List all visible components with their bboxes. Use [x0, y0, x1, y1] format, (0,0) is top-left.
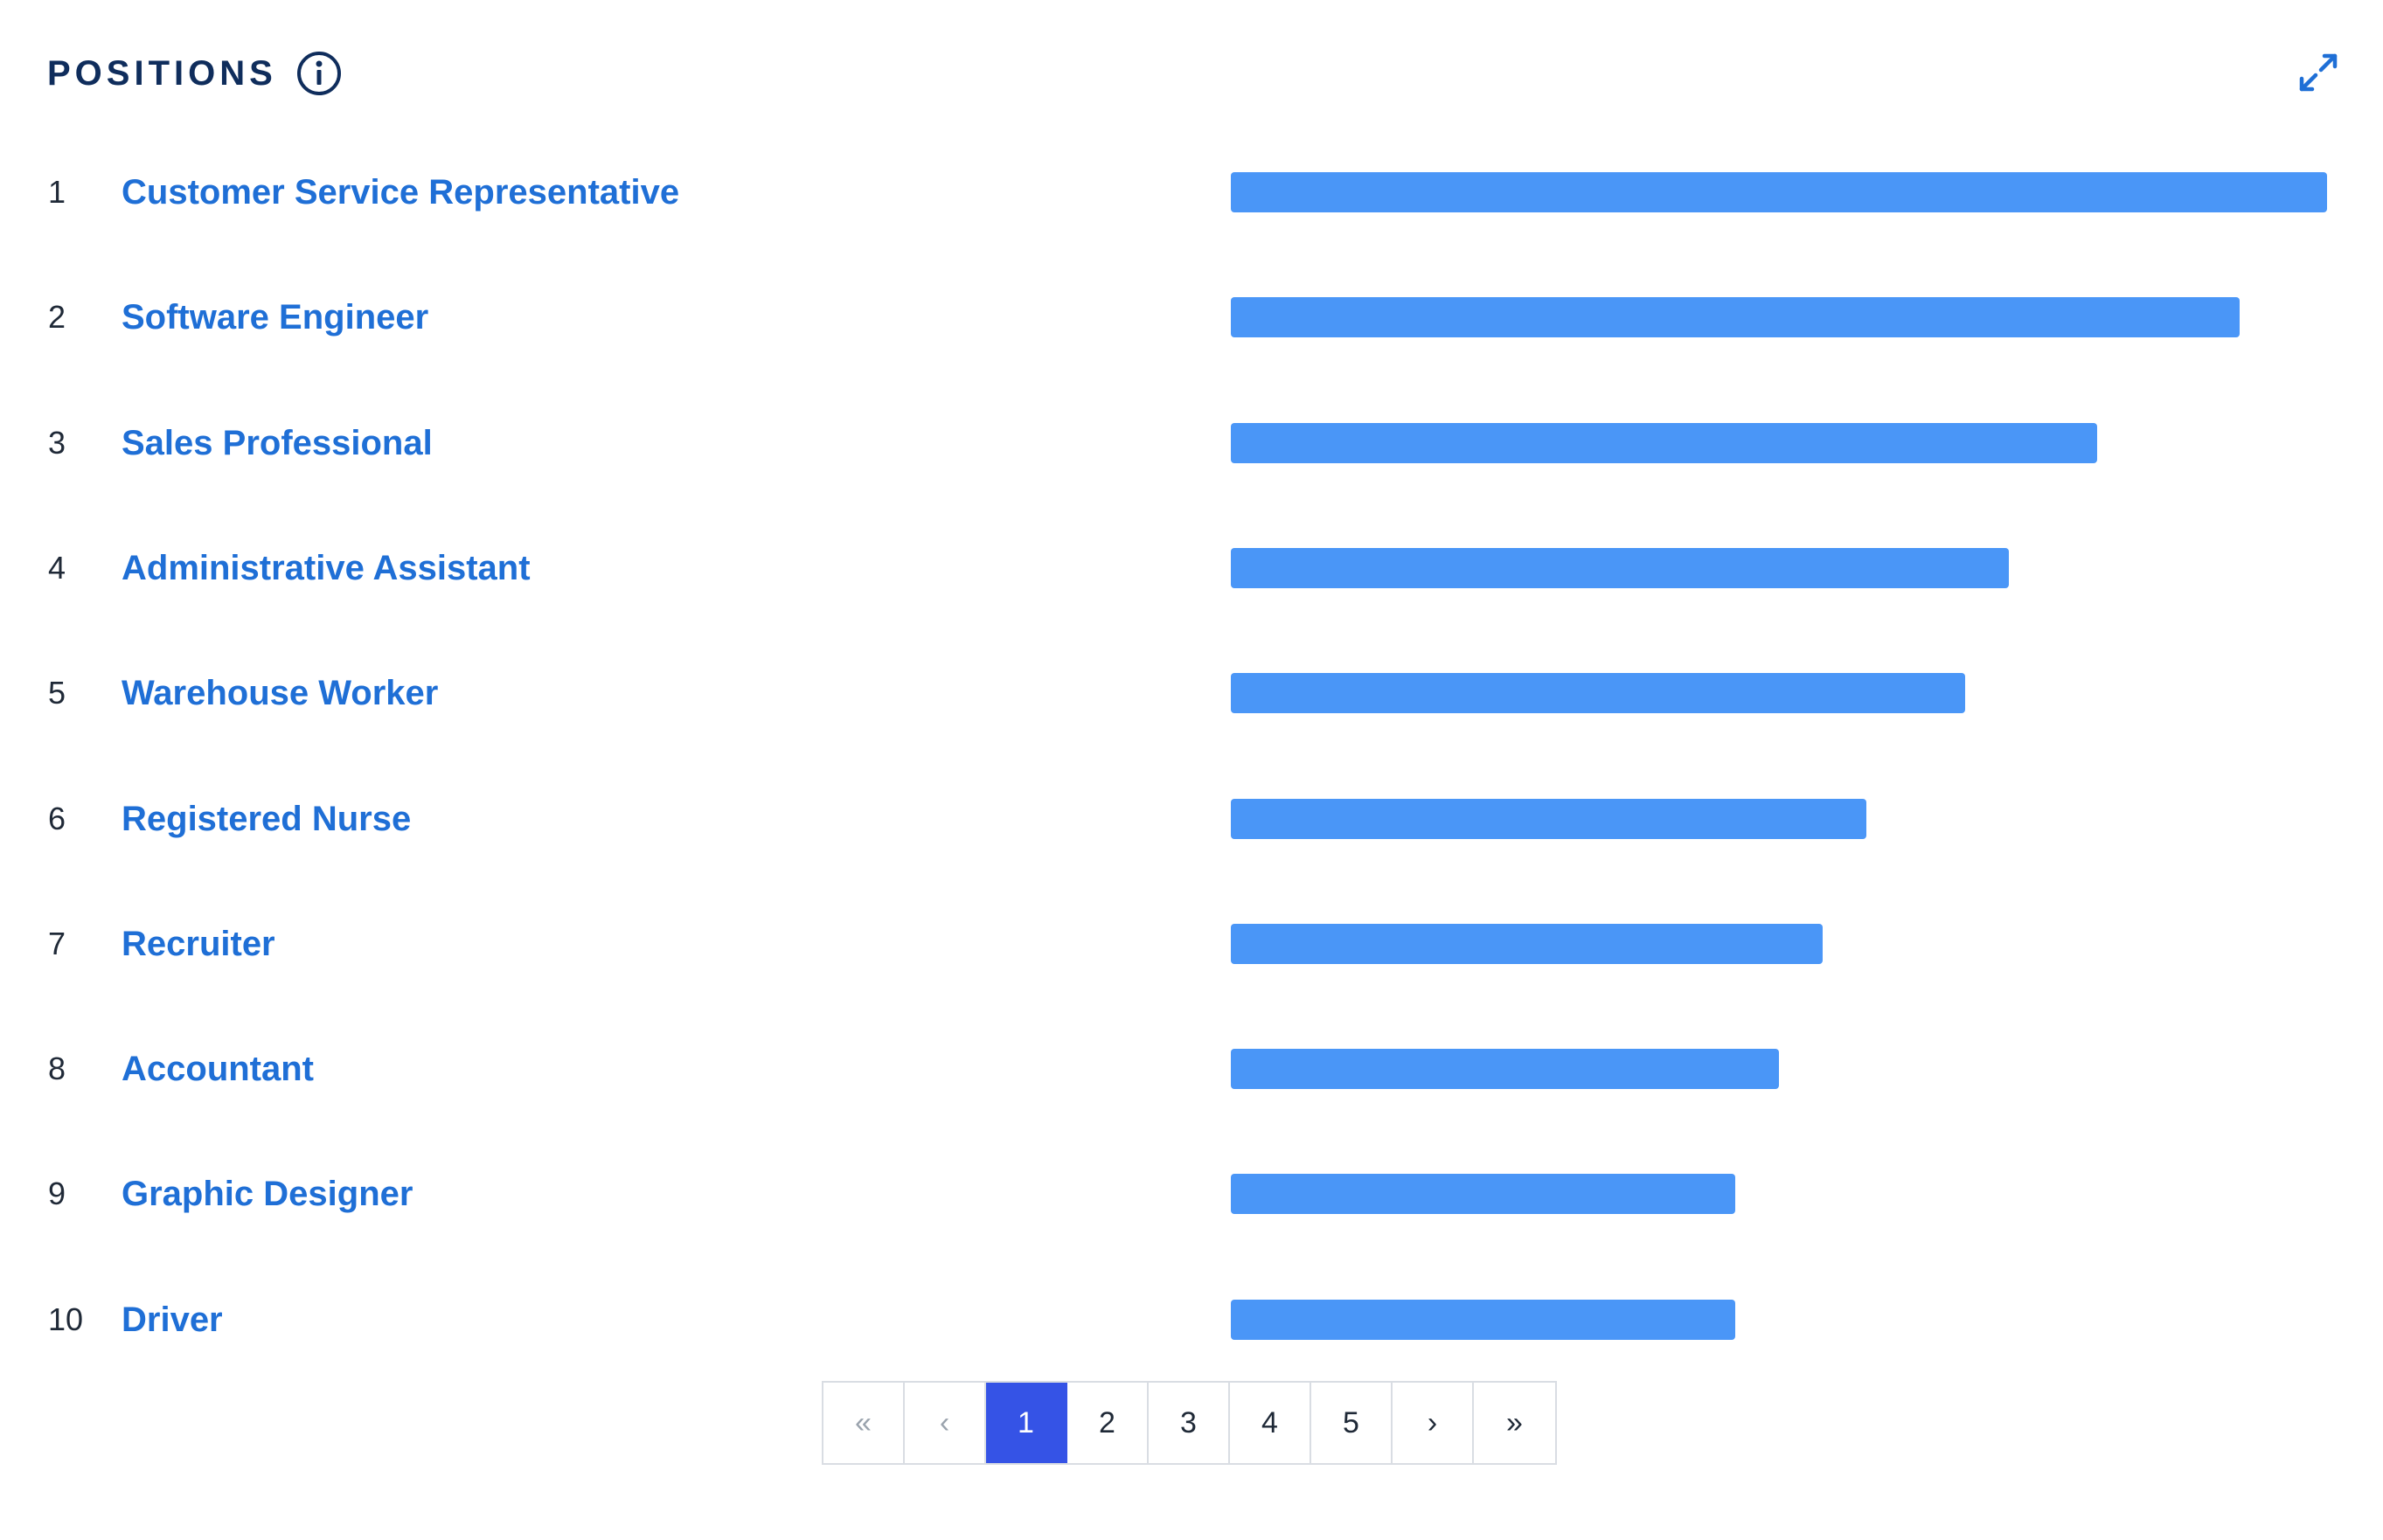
position-bar-track [1231, 1049, 2327, 1089]
info-circle-icon[interactable] [296, 51, 342, 96]
position-bar [1231, 924, 1823, 964]
position-name-link[interactable]: Accountant [122, 1050, 314, 1088]
position-bar-track [1231, 423, 2327, 463]
position-bar [1231, 172, 2327, 212]
position-rank: 8 [48, 1051, 66, 1086]
position-row: 1 Customer Service Representative [0, 157, 2383, 227]
position-rank: 6 [48, 801, 66, 836]
position-rank: 3 [48, 425, 66, 461]
position-bar-track [1231, 548, 2327, 588]
position-name-link[interactable]: Recruiter [122, 925, 275, 963]
last-page-button[interactable]: » [1474, 1383, 1555, 1463]
position-row: 8 Accountant [0, 1034, 2383, 1104]
expand-arrows-icon[interactable] [2295, 49, 2342, 96]
position-bar [1231, 673, 1965, 713]
position-row: 5 Warehouse Worker [0, 658, 2383, 728]
widget-title: POSITIONS [47, 53, 277, 93]
page-button-4[interactable]: 4 [1230, 1383, 1311, 1463]
position-row: 7 Recruiter [0, 909, 2383, 979]
position-row: 3 Sales Professional [0, 408, 2383, 478]
position-bar [1231, 1300, 1735, 1340]
position-name-link[interactable]: Driver [122, 1301, 223, 1339]
position-bar-track [1231, 172, 2327, 212]
position-bar [1231, 1049, 1779, 1089]
widget-header: POSITIONS [47, 45, 342, 101]
page-button-3[interactable]: 3 [1149, 1383, 1230, 1463]
position-row: 6 Registered Nurse [0, 784, 2383, 854]
first-page-button[interactable]: « [823, 1383, 905, 1463]
position-name-link[interactable]: Registered Nurse [122, 800, 412, 838]
next-page-button[interactable]: › [1393, 1383, 1474, 1463]
position-name-link[interactable]: Sales Professional [122, 424, 433, 462]
position-bar [1231, 1174, 1735, 1214]
position-rank: 10 [48, 1301, 84, 1337]
position-row: 2 Software Engineer [0, 282, 2383, 352]
page-button-5[interactable]: 5 [1311, 1383, 1393, 1463]
position-bar-track [1231, 297, 2327, 337]
position-row: 10 Driver [0, 1285, 2383, 1355]
position-rank: 9 [48, 1176, 66, 1211]
position-name-link[interactable]: Warehouse Worker [122, 674, 439, 712]
position-bar [1231, 799, 1866, 839]
position-rank: 5 [48, 675, 66, 711]
position-rank: 1 [48, 174, 66, 210]
page-button-2[interactable]: 2 [1067, 1383, 1149, 1463]
position-bar [1231, 423, 2097, 463]
pagination: « ‹ 1 2 3 4 5 › » [822, 1381, 1557, 1465]
position-row: 9 Graphic Designer [0, 1159, 2383, 1229]
position-rank: 7 [48, 926, 66, 961]
position-bar [1231, 548, 2009, 588]
position-bar-track [1231, 673, 2327, 713]
position-name-link[interactable]: Administrative Assistant [122, 549, 531, 587]
position-bar-track [1231, 1174, 2327, 1214]
position-bar-track [1231, 799, 2327, 839]
position-bar [1231, 297, 2240, 337]
position-name-link[interactable]: Customer Service Representative [122, 173, 680, 212]
previous-page-button[interactable]: ‹ [905, 1383, 986, 1463]
position-name-link[interactable]: Graphic Designer [122, 1175, 413, 1213]
page-button-1[interactable]: 1 [986, 1383, 1067, 1463]
position-row: 4 Administrative Assistant [0, 533, 2383, 603]
position-rank: 4 [48, 550, 66, 586]
position-rank: 2 [48, 299, 66, 335]
position-name-link[interactable]: Software Engineer [122, 298, 429, 336]
position-bar-track [1231, 924, 2327, 964]
position-bar-track [1231, 1300, 2327, 1340]
